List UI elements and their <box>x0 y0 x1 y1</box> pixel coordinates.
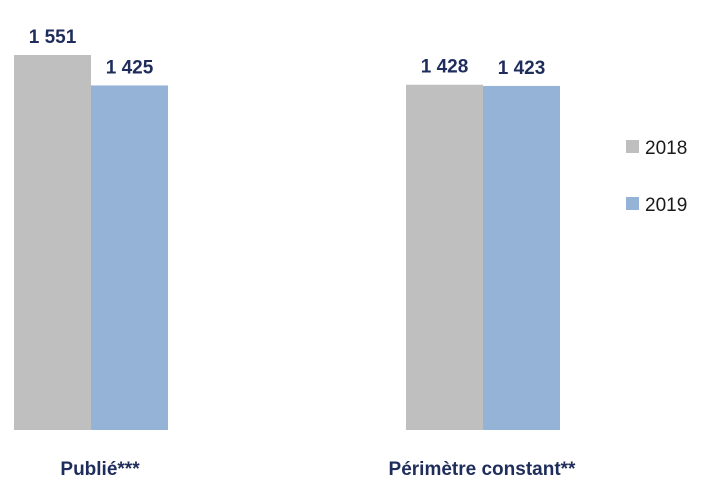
bar-2018-0 <box>14 55 91 430</box>
legend-swatch-2019 <box>626 197 639 210</box>
bar-group <box>14 55 560 430</box>
category-label-group: Publié*** Périmètre constant** <box>60 459 576 480</box>
data-label-2018-0: 1 551 <box>29 27 77 48</box>
legend: 2018 2019 <box>626 138 687 216</box>
data-label-2019-1: 1 423 <box>498 58 546 79</box>
data-label-2019-0: 1 425 <box>106 57 154 78</box>
legend-swatch-2018 <box>626 140 639 153</box>
legend-label-2018: 2018 <box>645 138 687 159</box>
bar-2019-0 <box>91 85 168 430</box>
bar-2018-1 <box>406 84 483 430</box>
data-label-2018-1: 1 428 <box>421 57 469 78</box>
category-label-0: Publié*** <box>60 459 140 480</box>
legend-label-2019: 2019 <box>645 195 687 216</box>
bar-2019-1 <box>483 85 560 430</box>
category-label-1: Périmètre constant** <box>389 459 577 480</box>
bar-label-group: 1 551 1 425 1 428 1 423 <box>29 27 546 79</box>
